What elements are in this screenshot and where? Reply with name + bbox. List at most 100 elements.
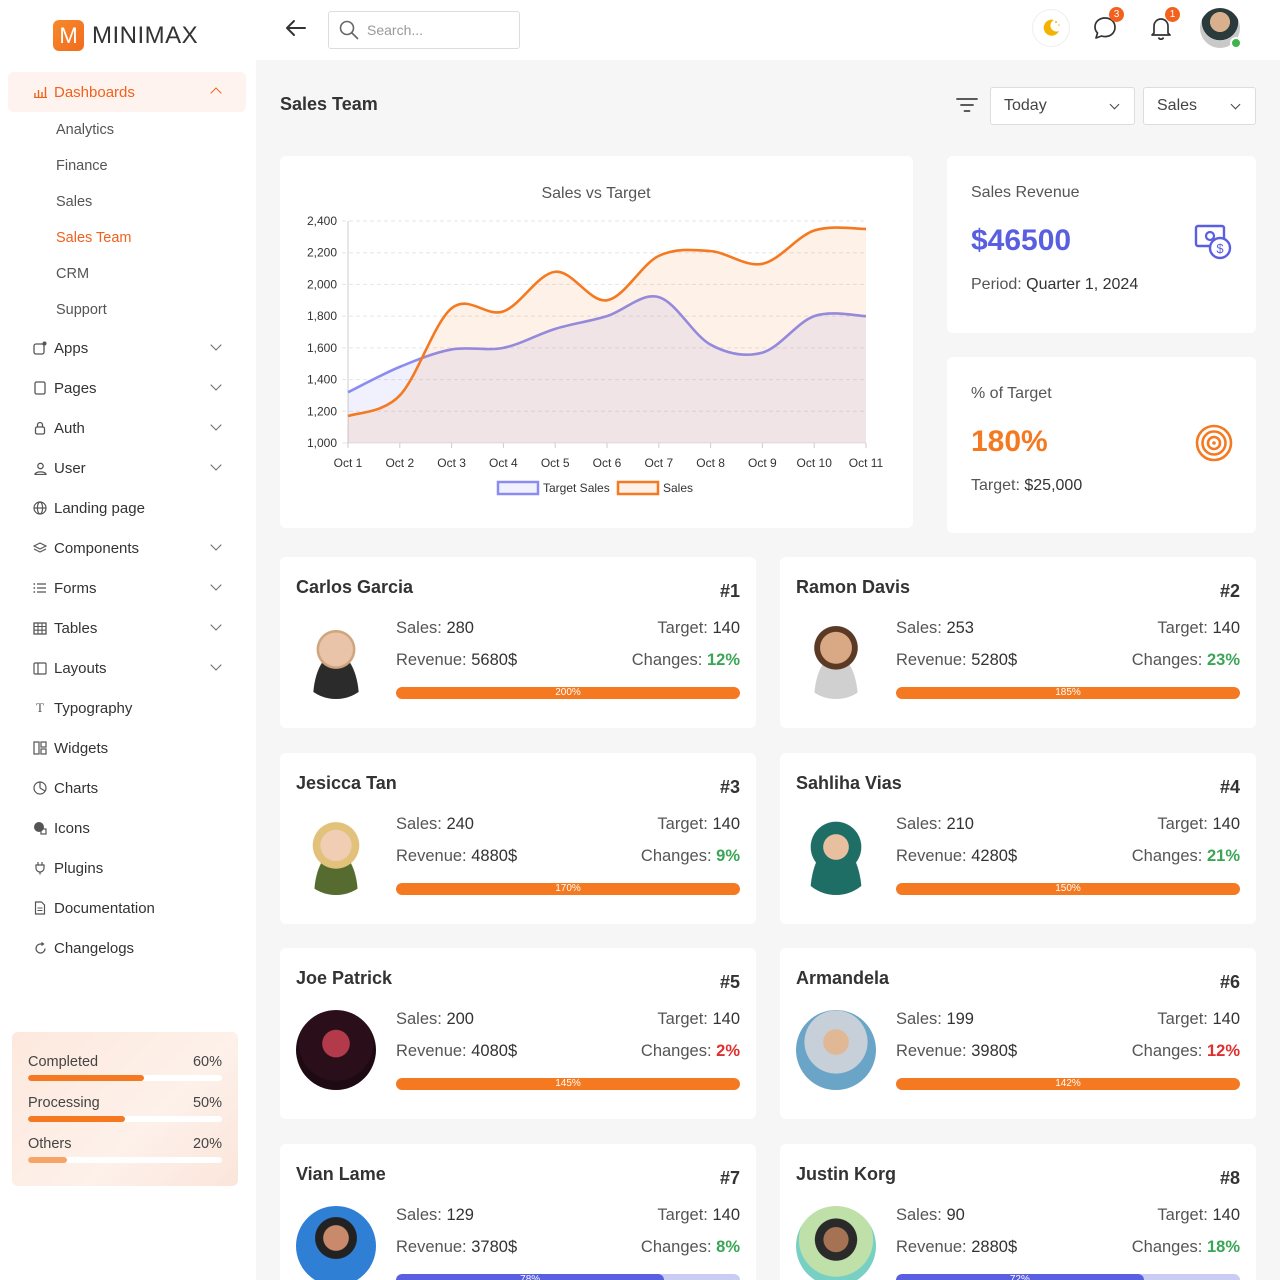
sidebar-item-user[interactable]: User: [8, 448, 246, 488]
progress-value: 60%: [192, 1054, 222, 1070]
member-revenue-row: Revenue: 5680$ Changes: 12%: [396, 651, 740, 670]
member-rank: #2: [1219, 581, 1240, 601]
top-header: 3 1: [256, 0, 1280, 60]
member-card[interactable]: Vian Lame #7 Sales: 129 Target: 140 Revenue:…: [280, 1143, 756, 1280]
sidebar-item-pages[interactable]: Pages: [8, 368, 246, 408]
y-tick-label: 1,600: [307, 341, 337, 355]
period-select[interactable]: Today: [990, 87, 1135, 125]
changes-value: 9%: [716, 846, 740, 865]
logo[interactable]: M MINIMAX: [53, 20, 198, 51]
member-card[interactable]: Joe Patrick #5 Sales: 200 Target: 140 Revenu…: [280, 948, 756, 1119]
sidebar-item-dashboards[interactable]: Dashboards: [8, 72, 246, 112]
sales-label: Sales:: [396, 1010, 442, 1028]
sidebar-item-charts[interactable]: Charts: [8, 768, 246, 808]
member-card[interactable]: Justin Korg #8 Sales: 90 Target: 140 Revenue…: [780, 1143, 1256, 1280]
legend-swatch: [496, 480, 540, 496]
sidebar-item-plugins[interactable]: Plugins: [8, 848, 246, 888]
revenue-value: 5680$: [471, 651, 518, 669]
legend-swatch: [616, 480, 660, 496]
member-revenue-row: Revenue: 4880$ Changes: 9%: [396, 847, 740, 866]
y-tick-label: 1,800: [307, 309, 337, 323]
apps-icon: [32, 340, 48, 356]
member-card[interactable]: Carlos Garcia #1 Sales: 280 Target: 140 Reve…: [280, 557, 756, 728]
sidebar-item-tables[interactable]: Tables: [8, 608, 246, 648]
sidebar-item-documentation[interactable]: Documentation: [8, 888, 246, 928]
target-label: Target:: [1157, 619, 1208, 637]
member-sales-row: Sales: 240 Target: 140: [396, 815, 740, 834]
progress-track: [28, 1157, 222, 1163]
kpi-value: $46500: [971, 224, 1072, 257]
target-label: Target:: [657, 1205, 708, 1224]
member-card[interactable]: Sahliha Vias #4 Sales: 210 Target: 140 Reven…: [780, 752, 1256, 924]
sidebar-item-changelogs[interactable]: Changelogs: [8, 928, 246, 968]
sidebar-item-icons[interactable]: Icons: [8, 808, 246, 848]
sidebar-subitem-crm[interactable]: CRM: [56, 266, 90, 282]
member-card[interactable]: Armandela #6 Sales: 199 Target: 140 Revenue:…: [780, 948, 1256, 1119]
y-tick-label: 1,000: [307, 436, 337, 450]
theme-toggle-button[interactable]: [1033, 10, 1069, 46]
sidebar-subitem-finance[interactable]: Finance: [56, 158, 108, 174]
member-progress-fill: 142%: [896, 1078, 1240, 1090]
member-revenue-row: Revenue: 3780$ Changes: 8%: [396, 1238, 740, 1257]
target-value: 140: [712, 814, 740, 833]
x-tick-label: Oct 6: [593, 456, 622, 470]
chevron-up-icon: [210, 87, 222, 99]
sales-vs-target-chart: Sales vs Target 1,000 1,200 1,400 1,600 1,800…: [307, 185, 884, 496]
revenue-label: Revenue:: [396, 1237, 467, 1256]
sidebar-subitem-sales[interactable]: Sales: [56, 194, 93, 210]
member-progress-fill: 78%: [396, 1273, 665, 1280]
sidebar-subitem-analytics[interactable]: Analytics: [56, 122, 115, 138]
user-avatar[interactable]: [1200, 8, 1242, 49]
sidebar-item-layouts[interactable]: Layouts: [8, 648, 246, 688]
online-status-dot: [1230, 37, 1242, 49]
metric-select[interactable]: Sales: [1143, 87, 1256, 125]
notifications-button[interactable]: 1: [1143, 7, 1180, 46]
sidebar-item-label: User: [54, 459, 86, 477]
sidebar-item-components[interactable]: Components: [8, 528, 246, 568]
sidebar-subitem-support[interactable]: Support: [56, 302, 107, 318]
chevron-down-icon: [1230, 99, 1241, 110]
sidebar: M MINIMAX Dashboards Analytics Finance Sale…: [0, 0, 256, 1280]
member-rank: #6: [1219, 972, 1240, 992]
member-rank: #8: [1219, 1167, 1240, 1188]
member-progress-bar: 72%: [896, 1273, 1240, 1280]
filter-icon[interactable]: [956, 96, 978, 114]
sales-label: Sales:: [896, 619, 942, 637]
sidebar-item-label: Layouts: [54, 659, 107, 677]
member-sales-row: Sales: 280 Target: 140: [396, 619, 740, 638]
member-card[interactable]: Jesicca Tan #3 Sales: 240 Target: 140 Revenu…: [280, 752, 756, 924]
sidebar-item-landing-page[interactable]: Landing page: [8, 488, 246, 528]
target-value: 140: [1212, 1205, 1240, 1224]
y-tick-label: 1,200: [307, 404, 337, 418]
sales-value: 210: [946, 814, 974, 833]
sidebar-item-typography[interactable]: T Typography: [8, 688, 246, 728]
kpi-sub-value: Quarter 1, 2024: [1026, 276, 1139, 293]
plug-icon: [32, 860, 48, 876]
changes-label: Changes:: [1131, 846, 1203, 865]
sidebar-item-forms[interactable]: Forms: [8, 568, 246, 608]
member-progress-fill: 200%: [396, 687, 740, 699]
sidebar-item-widgets[interactable]: Widgets: [8, 728, 246, 768]
search-box[interactable]: [328, 11, 520, 49]
sidebar-item-label: Typography: [54, 699, 133, 717]
sidebar-subitem-sales-team[interactable]: Sales Team: [56, 230, 132, 246]
sidebar-item-label: Landing page: [54, 499, 145, 517]
member-sales-row: Sales: 253 Target: 140: [896, 619, 1240, 638]
bar-chart-icon: [32, 84, 48, 100]
sidebar-item-label: Widgets: [54, 739, 109, 757]
layers-icon: [32, 540, 48, 556]
member-photo: [296, 814, 376, 895]
search-input[interactable]: [367, 22, 507, 38]
sales-value: 129: [446, 1205, 474, 1224]
sidebar-item-apps[interactable]: Apps: [8, 328, 246, 368]
sales-value: 90: [946, 1205, 965, 1224]
member-card[interactable]: Ramon Davis #2 Sales: 253 Target: 140 Revenu…: [780, 557, 1256, 728]
target-value: 140: [1212, 619, 1240, 637]
sidebar-item-auth[interactable]: Auth: [8, 408, 246, 448]
member-rank: #1: [719, 581, 740, 601]
messages-button[interactable]: 3: [1087, 7, 1124, 46]
member-progress-fill: 72%: [896, 1273, 1144, 1280]
changes-value: 2%: [716, 1042, 740, 1060]
revenue-value: 5280$: [971, 651, 1018, 669]
back-arrow-icon[interactable]: [285, 17, 307, 39]
